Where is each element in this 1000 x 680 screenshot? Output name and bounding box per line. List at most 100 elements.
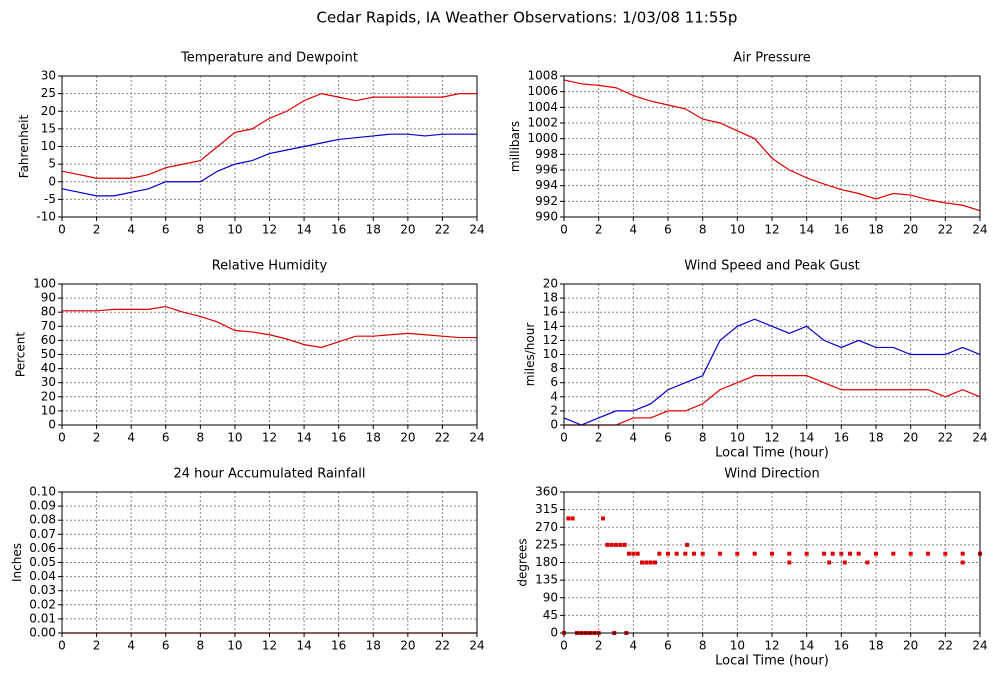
data-point: [653, 560, 657, 565]
x-tick-label: 18: [366, 639, 381, 653]
data-point: [622, 542, 627, 547]
x-tick-label: 16: [331, 431, 346, 445]
chart-panel: Relative Humidity01020304050607080901000…: [14, 259, 485, 445]
data-point: [614, 542, 618, 547]
y-tick-label: 90: [41, 291, 56, 305]
x-tick-label: 10: [227, 639, 242, 653]
y-tick-label: 60: [41, 333, 56, 347]
data-line: [563, 79, 981, 212]
page-title: Cedar Rapids, IA Weather Observations: 1…: [317, 9, 738, 27]
x-tick-label: 4: [127, 223, 135, 237]
y-tick-label: 0.09: [29, 499, 56, 513]
data-point: [627, 551, 631, 556]
y-tick-label: 0.10: [29, 485, 56, 499]
x-tick-label: 2: [93, 639, 101, 653]
x-tick-label: 8: [197, 223, 205, 237]
data-point: [631, 551, 636, 556]
x-tick-label: 8: [197, 639, 205, 653]
y-tick-label: 180: [535, 555, 558, 569]
x-tick-label: 10: [730, 223, 745, 237]
chart-title: Wind Direction: [724, 467, 820, 482]
y-tick-label: 360: [535, 485, 558, 499]
x-tick-label: 0: [58, 431, 66, 445]
data-point: [635, 551, 640, 556]
data-point: [752, 551, 757, 556]
y-tick-label: 4: [550, 389, 558, 403]
x-tick-label: 6: [664, 639, 672, 653]
y-tick-label: 10: [41, 139, 56, 153]
data-point: [804, 551, 809, 556]
data-point: [685, 542, 690, 547]
y-tick-label: 0.04: [29, 569, 56, 583]
data-line: [563, 318, 981, 426]
x-tick-label: 18: [868, 431, 883, 445]
chart-panel: Air Pressure9909929949969981000100210041…: [508, 51, 988, 237]
x-tick-label: 18: [868, 639, 883, 653]
y-tick-label: 20: [41, 104, 56, 118]
y-axis-label: Fahrenheit: [17, 114, 31, 178]
data-point: [960, 560, 965, 565]
x-tick-label: 16: [331, 639, 346, 653]
x-tick-label: 14: [799, 431, 814, 445]
plot-frame: [563, 491, 981, 634]
y-tick-label: 8: [550, 361, 558, 375]
x-tick-label: 14: [799, 639, 814, 653]
y-tick-label: -5: [44, 192, 56, 206]
y-tick-label: 16: [543, 305, 558, 319]
y-tick-label: 1000: [527, 131, 558, 145]
data-point: [601, 516, 605, 521]
data-point: [666, 551, 670, 556]
data-point: [787, 560, 792, 565]
x-tick-label: 0: [58, 639, 66, 653]
x-tick-label: 24: [972, 223, 987, 237]
x-tick-label: 12: [262, 431, 277, 445]
y-tick-label: 1004: [527, 100, 558, 114]
plot-frame: [61, 491, 478, 634]
data-line: [564, 375, 981, 426]
y-axis-label: Percent: [14, 332, 28, 377]
y-tick-label: 18: [543, 291, 558, 305]
x-tick-label: 10: [730, 639, 745, 653]
x-axis-label: Local Time (hour): [715, 654, 829, 669]
x-tick-label: 14: [296, 223, 311, 237]
x-tick-label: 20: [400, 639, 415, 653]
chart-title: 24 hour Accumulated Rainfall: [173, 467, 365, 482]
x-tick-label: 14: [799, 223, 814, 237]
x-tick-label: 8: [699, 431, 707, 445]
x-tick-label: 12: [262, 639, 277, 653]
x-tick-label: 4: [127, 431, 135, 445]
data-point: [874, 551, 878, 556]
y-tick-label: 0: [48, 174, 56, 188]
chart-panel: Temperature and Dewpoint-10-505101520253…: [17, 51, 485, 237]
plot-frame: [61, 283, 478, 426]
y-tick-label: 0: [550, 418, 558, 432]
data-point: [943, 551, 948, 556]
data-point: [839, 551, 844, 556]
data-point: [926, 551, 930, 556]
data-point: [960, 551, 965, 556]
y-tick-label: 70: [41, 319, 56, 333]
chart-title: Air Pressure: [733, 51, 811, 66]
x-tick-label: 20: [903, 431, 918, 445]
y-tick-label: 50: [41, 347, 56, 361]
x-tick-label: 12: [764, 431, 779, 445]
data-point: [700, 551, 705, 556]
y-tick-label: 994: [535, 178, 558, 192]
x-tick-label: 14: [296, 639, 311, 653]
x-tick-label: 0: [560, 639, 568, 653]
x-tick-label: 22: [938, 639, 953, 653]
data-point: [787, 551, 792, 556]
x-tick-label: 12: [764, 223, 779, 237]
x-tick-label: 22: [435, 223, 450, 237]
data-point: [822, 551, 826, 556]
data-point: [692, 551, 696, 556]
y-tick-label: 90: [543, 590, 558, 604]
y-tick-label: 0.05: [29, 555, 56, 569]
y-tick-label: 0.03: [29, 583, 56, 597]
x-tick-label: 22: [938, 431, 953, 445]
data-point: [848, 551, 852, 556]
x-tick-label: 18: [366, 223, 381, 237]
data-point: [770, 551, 774, 556]
y-tick-label: 0.07: [29, 527, 56, 541]
